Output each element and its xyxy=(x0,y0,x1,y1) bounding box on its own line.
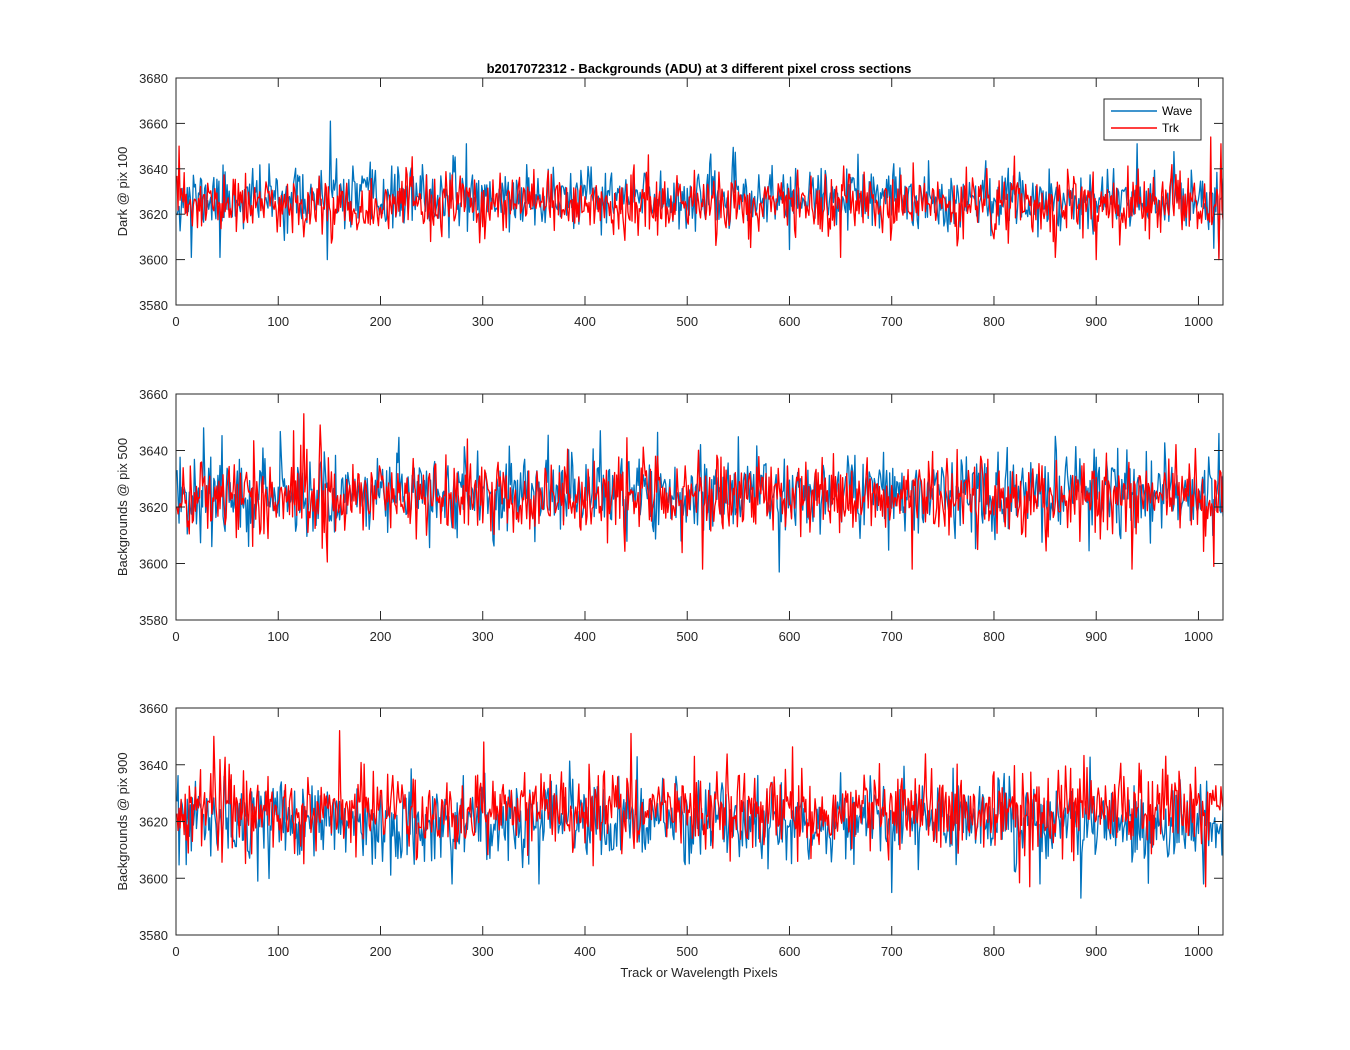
x-tick-label: 400 xyxy=(574,314,596,329)
axes-box xyxy=(175,77,1224,306)
y-tick-label: 3640 xyxy=(139,162,168,177)
x-tick-label: 400 xyxy=(574,944,596,959)
legend-box xyxy=(1103,98,1202,141)
y-tick-label: 3620 xyxy=(139,500,168,515)
x-tick-label: 900 xyxy=(1085,944,1107,959)
y-tick-label: 3580 xyxy=(139,613,168,628)
y-tick-label: 3620 xyxy=(139,207,168,222)
x-tick-label: 800 xyxy=(983,944,1005,959)
x-tick-label: 200 xyxy=(370,314,392,329)
y-axis-label: Backgrounds @ pix 900 xyxy=(115,752,130,890)
x-tick-label: 300 xyxy=(472,629,494,644)
x-tick-label: 500 xyxy=(676,629,698,644)
subplots: 0 100 200 300 400 500 600 700 800 900 100035803600… xyxy=(115,71,1224,959)
x-tick-label: 100 xyxy=(267,314,289,329)
subplot-1: 0 100 200 300 400 500 600 700 800 900 1000 3580 3600… xyxy=(115,71,1224,329)
y-tick-label: 3580 xyxy=(139,298,168,313)
x-tick-label: 300 xyxy=(472,944,494,959)
y-axis-label: Backgrounds @ pix 500 xyxy=(115,438,130,576)
x-tick-label: 100 xyxy=(267,629,289,644)
x-tick-label: 1000 xyxy=(1184,629,1213,644)
series-line-trk xyxy=(176,136,1223,261)
y-tick-label: 3580 xyxy=(139,928,168,943)
y-axis-label: Dark @ pix 100 xyxy=(115,147,130,237)
x-tick-label: 800 xyxy=(983,629,1005,644)
y-tick-label: 3640 xyxy=(139,444,168,459)
legend-label-wave: Wave xyxy=(1162,104,1193,118)
x-tick-label: 300 xyxy=(472,314,494,329)
x-tick-label: 700 xyxy=(881,629,903,644)
x-tick-label: 500 xyxy=(676,314,698,329)
x-tick-label: 900 xyxy=(1085,629,1107,644)
x-tick-label: 700 xyxy=(881,314,903,329)
series-line-trk xyxy=(176,730,1223,888)
y-tick-label: 3620 xyxy=(139,815,168,830)
x-tick-label: 600 xyxy=(779,629,801,644)
x-tick-label: 1000 xyxy=(1184,944,1213,959)
y-tick-label: 3600 xyxy=(139,871,168,886)
x-tick-label: 200 xyxy=(370,944,392,959)
series-line-trk xyxy=(176,413,1223,570)
x-tick-label: 400 xyxy=(574,629,596,644)
series-line-wave xyxy=(176,427,1223,573)
y-tick-label: 3600 xyxy=(139,253,168,268)
subplot-3: 0 100 200 300 400 500 600 700 800 900 1000 3580 3600… xyxy=(115,701,1224,959)
subplot-2: 0 100 200 300 400 500 600 700 800 900 1000 3580 3600… xyxy=(115,387,1224,644)
x-axis-label: Track or Wavelength Pixels xyxy=(620,965,778,980)
y-tick-label: 3640 xyxy=(139,758,168,773)
y-tick-label: 3660 xyxy=(139,116,168,131)
x-tick-label: 600 xyxy=(779,944,801,959)
legend: Wave Trk xyxy=(1103,98,1202,141)
x-tick-label: 0 xyxy=(172,629,179,644)
y-tick-label: 3680 xyxy=(139,71,168,86)
x-tick-label: 1000 xyxy=(1184,314,1213,329)
x-tick-label: 0 xyxy=(172,314,179,329)
y-tick-label: 3660 xyxy=(139,387,168,402)
x-tick-label: 100 xyxy=(267,944,289,959)
y-tick-label: 3600 xyxy=(139,557,168,572)
x-tick-label: 500 xyxy=(676,944,698,959)
x-tick-label: 600 xyxy=(779,314,801,329)
figure-title: b2017072312 - Backgrounds (ADU) at 3 dif… xyxy=(487,61,912,76)
y-tick-label: 3660 xyxy=(139,701,168,716)
legend-label-trk: Trk xyxy=(1162,121,1180,135)
x-tick-label: 200 xyxy=(370,629,392,644)
x-tick-label: 900 xyxy=(1085,314,1107,329)
x-tick-label: 800 xyxy=(983,314,1005,329)
x-tick-label: 0 xyxy=(172,944,179,959)
x-tick-label: 700 xyxy=(881,944,903,959)
